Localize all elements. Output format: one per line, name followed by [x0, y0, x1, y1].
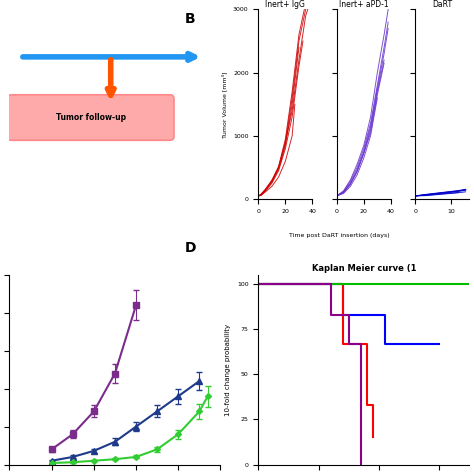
Title: Kaplan Meier curve (1: Kaplan Meier curve (1 — [311, 264, 416, 273]
Title: Inert+ aPD-1: Inert+ aPD-1 — [339, 0, 389, 9]
Text: Time post DaRT insertion (days): Time post DaRT insertion (days) — [289, 233, 389, 238]
Text: D: D — [185, 241, 196, 255]
Y-axis label: 10-fold change probability: 10-fold change probability — [226, 324, 231, 416]
Title: DaRT: DaRT — [432, 0, 452, 9]
FancyBboxPatch shape — [8, 95, 174, 140]
Text: Tumor follow-up: Tumor follow-up — [55, 113, 126, 122]
Text: B: B — [185, 12, 195, 26]
Y-axis label: Tumor Volume [mm³]: Tumor Volume [mm³] — [222, 71, 228, 137]
Title: Inert+ IgG: Inert+ IgG — [265, 0, 305, 9]
